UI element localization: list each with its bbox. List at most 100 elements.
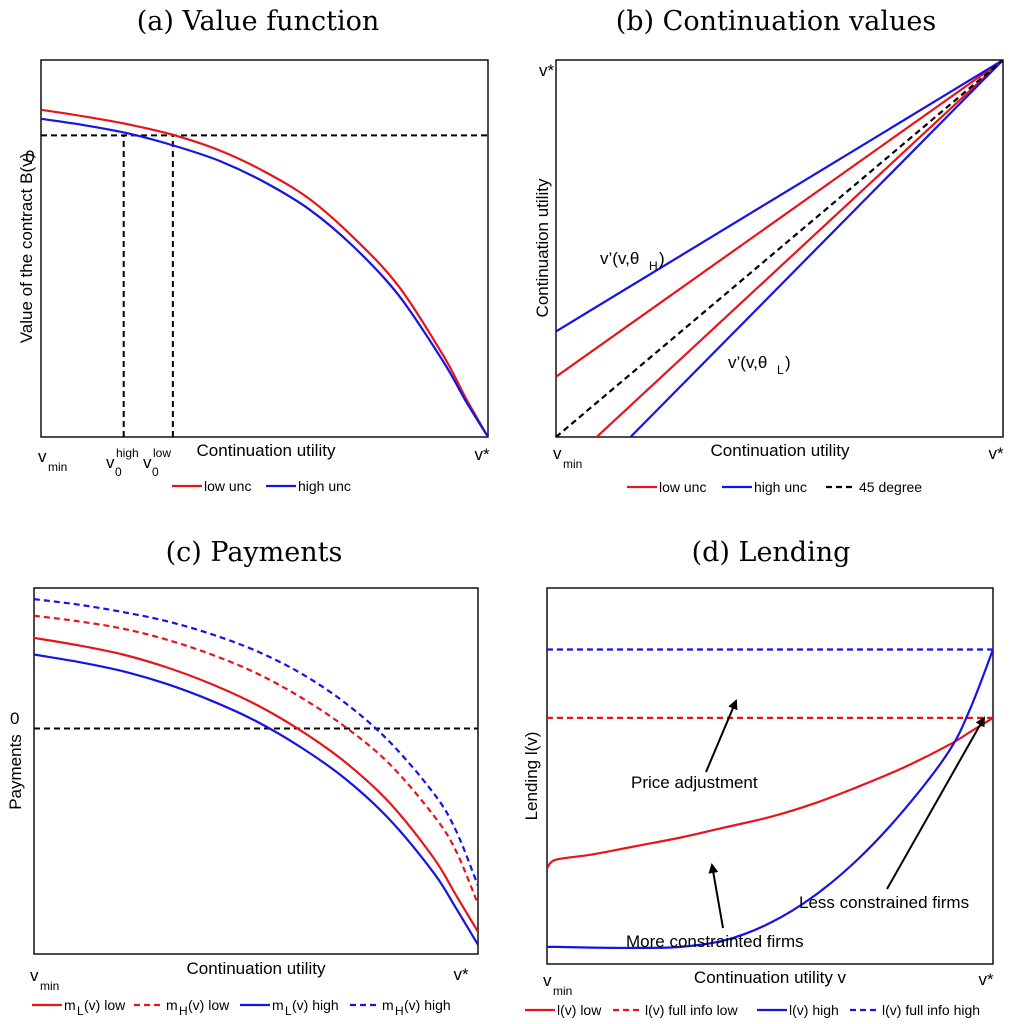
annotation-more-constrained: More constrainted firms <box>626 932 804 951</box>
panel-a-xtick-v0low: v low 0 <box>143 446 171 479</box>
panel-a-ylabel: Value of the contract B(v) <box>17 153 36 344</box>
panel-a-title: (a) Value function <box>137 6 379 37</box>
plot-area <box>547 648 993 950</box>
svg-text:v: v <box>143 453 152 472</box>
panel-d-frame <box>546 587 994 965</box>
panel-c-xtick-vmin: v min <box>30 966 59 993</box>
svg-text:low: low <box>153 446 171 460</box>
legend-label: 45 degree <box>859 479 922 495</box>
series-line <box>34 598 478 887</box>
panel-c-title: (c) Payments <box>166 537 343 568</box>
legend-label: l(v) full info low <box>645 1002 738 1018</box>
legend-label: m <box>382 997 394 1013</box>
annotation-less-constrained: Less constrained firms <box>799 893 969 912</box>
legend-label: high unc <box>754 479 807 495</box>
legend-label: low unc <box>659 479 706 495</box>
arrow-more-constrained <box>708 863 724 929</box>
panel-a: (a) Value function Value of the contract… <box>17 6 490 494</box>
svg-text:v: v <box>553 444 562 463</box>
panel-b-xtick-vstar: v* <box>988 444 1004 463</box>
series-line <box>556 60 1003 437</box>
plot-area <box>556 60 1003 437</box>
panel-a-xtick-v0high: v high 0 <box>106 446 139 479</box>
panel-b-frame <box>555 59 1004 438</box>
panel-c-ytick-zero: 0 <box>10 709 19 728</box>
svg-text:high: high <box>116 446 139 460</box>
svg-text:0: 0 <box>152 465 159 479</box>
series-line <box>547 716 993 870</box>
svg-text:v: v <box>543 971 552 990</box>
svg-text:L: L <box>777 363 784 377</box>
panel-a-xtick-vmin: v min <box>38 447 67 474</box>
svg-text:H: H <box>395 1004 404 1018</box>
panel-b: (b) Continuation values Continuation uti… <box>533 6 1004 495</box>
panel-a-xlabel: Continuation utility <box>197 441 336 460</box>
legend-label: l(v) high <box>789 1002 839 1018</box>
legend-label: l(v) full info high <box>882 1002 980 1018</box>
annotation-price-adjustment: Price adjustment <box>631 773 758 792</box>
panel-b-ylabel: Continuation utility <box>533 178 552 317</box>
arrow-price-adjustment <box>705 699 738 773</box>
panel-a-plot <box>41 108 488 437</box>
panel-c: (c) Payments Payments Continuation utili… <box>6 537 479 1018</box>
svg-text:H: H <box>649 259 658 273</box>
panel-d-legend: l(v) low l(v) full info low l(v) high l(… <box>525 1002 980 1018</box>
panel-b-xtick-vmin: v min <box>553 444 582 471</box>
series-line <box>34 636 478 933</box>
annotation-theta-l: v’(v,θ L ) <box>728 353 791 377</box>
series-line <box>41 117 488 437</box>
series-line <box>556 60 1003 378</box>
svg-text:L: L <box>285 1004 292 1018</box>
panel-a-legend: low unc high unc <box>172 478 351 494</box>
plot-area <box>34 598 478 946</box>
series-line <box>595 60 1003 437</box>
arrow-less-constrained <box>886 716 985 890</box>
series-line <box>34 653 478 946</box>
svg-text:v’(v,θ: v’(v,θ <box>600 249 639 268</box>
panel-a-xtick-vstar: v* <box>474 445 490 464</box>
legend-label: high unc <box>298 478 351 494</box>
plot-area <box>41 108 488 437</box>
svg-text:(v) high: (v) high <box>292 997 339 1013</box>
panel-d-title: (d) Lending <box>692 537 851 568</box>
svg-text:(v) low: (v) low <box>84 997 126 1013</box>
series-line <box>547 649 993 950</box>
svg-text:): ) <box>659 249 665 268</box>
svg-text:v: v <box>106 453 115 472</box>
svg-text:v: v <box>30 966 39 985</box>
panel-d: (d) Lending Lending l(v) Continuation ut… <box>522 537 994 1018</box>
series-line <box>628 60 1003 437</box>
svg-text:0: 0 <box>115 465 122 479</box>
panel-b-title: (b) Continuation values <box>616 6 937 37</box>
panel-b-ytick-vstar: v* <box>539 61 555 80</box>
legend-label: m <box>64 997 76 1013</box>
series-line <box>41 108 488 437</box>
svg-text:min: min <box>563 457 582 471</box>
panel-c-legend: m L (v) low m H (v) low m L (v) high m H… <box>32 997 451 1018</box>
panel-c-frame <box>33 587 479 955</box>
series-line <box>556 60 1003 333</box>
panel-d-plot <box>547 648 993 950</box>
svg-text:v’(v,θ: v’(v,θ <box>728 353 767 372</box>
panel-c-plot <box>34 598 478 946</box>
series-line <box>34 614 478 905</box>
panel-d-xlabel: Continuation utility v <box>694 968 847 987</box>
panel-c-xtick-vstar: v* <box>453 965 469 984</box>
legend-label: m <box>272 997 284 1013</box>
panel-d-ylabel: Lending l(v) <box>522 732 541 821</box>
svg-text:min: min <box>48 460 67 474</box>
svg-text:(v) low: (v) low <box>188 997 230 1013</box>
panel-b-plot <box>556 60 1003 437</box>
legend-label: l(v) low <box>557 1002 602 1018</box>
svg-text:min: min <box>553 984 572 998</box>
legend-label: m <box>166 997 178 1013</box>
panel-c-xlabel: Continuation utility <box>187 959 326 978</box>
svg-text:min: min <box>40 979 59 993</box>
panel-a-ytick-zero: 0 <box>25 147 34 166</box>
panel-c-ylabel: Payments <box>6 734 25 810</box>
panel-d-xtick-vmin: v min <box>543 971 572 998</box>
panel-d-xtick-vstar: v* <box>978 970 994 989</box>
panel-b-xlabel: Continuation utility <box>711 441 850 460</box>
legend-label: low unc <box>204 478 251 494</box>
